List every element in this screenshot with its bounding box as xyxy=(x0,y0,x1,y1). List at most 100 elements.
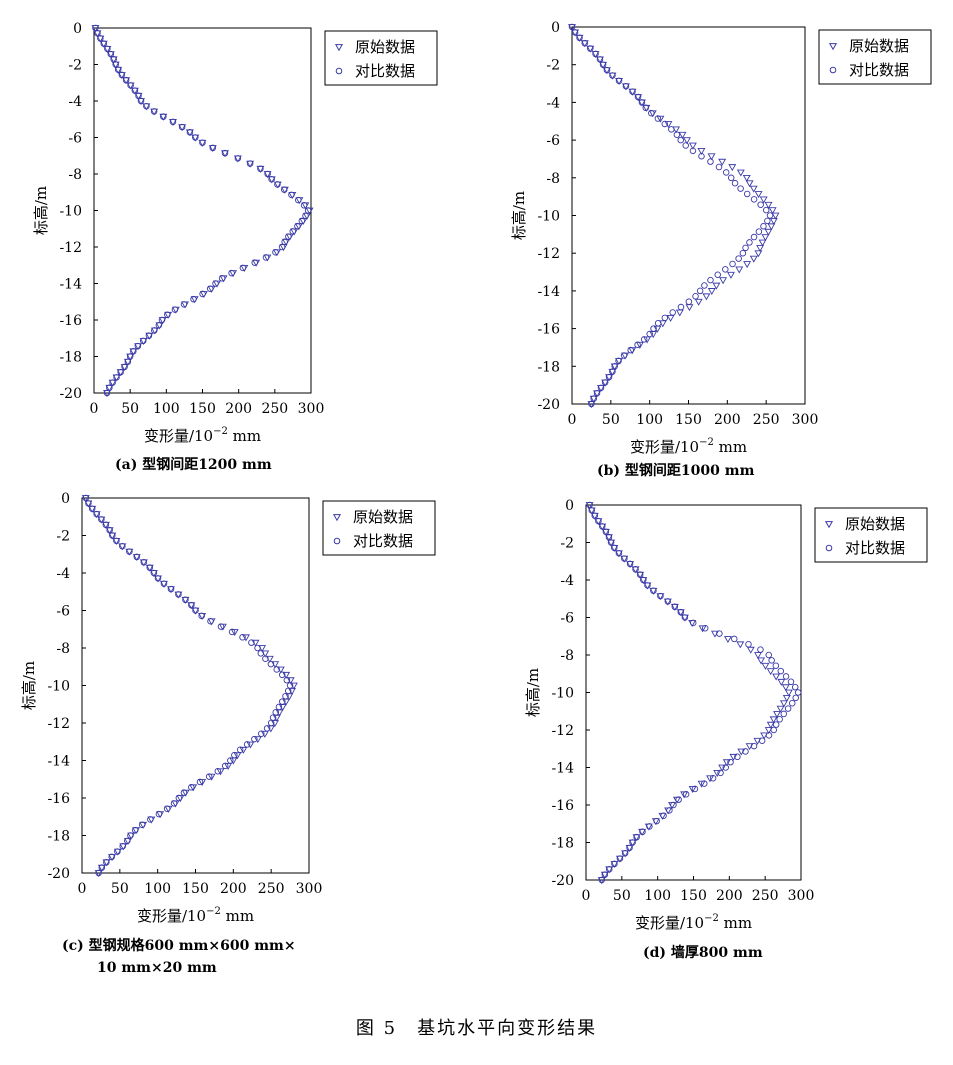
data-point-compare xyxy=(207,617,214,625)
x-tick-label: 0 xyxy=(568,412,577,428)
data-point-compare xyxy=(275,703,283,711)
data-point-compare xyxy=(109,532,116,539)
data-point-compare xyxy=(278,243,286,251)
data-point-compare xyxy=(691,785,699,793)
data-point-compare xyxy=(788,699,796,707)
data-point-compare xyxy=(228,269,235,277)
data-point-compare xyxy=(650,587,657,594)
x-tick-label: 300 xyxy=(788,888,815,904)
data-point-original xyxy=(666,314,675,322)
data-point-original xyxy=(643,336,652,344)
data-point-compare xyxy=(689,147,697,155)
data-point-original xyxy=(718,764,727,772)
data-point-compare xyxy=(206,285,214,292)
y-tick-label: -14 xyxy=(551,761,574,777)
data-point-compare xyxy=(750,233,758,241)
data-point-compare xyxy=(205,773,213,780)
data-point-original xyxy=(712,282,721,290)
x-tick-label: 150 xyxy=(680,888,707,904)
y-tick-label: -20 xyxy=(551,873,574,889)
data-point-compare xyxy=(646,823,653,830)
data-point-compare xyxy=(164,311,171,319)
data-point-original xyxy=(239,746,248,754)
data-point-compare xyxy=(609,72,616,79)
legend-label: 原始数据 xyxy=(353,508,413,526)
data-point-original xyxy=(702,293,711,301)
y-tick-label: -16 xyxy=(551,798,574,814)
data-point-compare xyxy=(607,539,615,546)
data-point-original xyxy=(736,641,745,649)
x-tick-label: 0 xyxy=(90,401,99,417)
data-point-compare xyxy=(677,303,685,311)
y-tick-label: -10 xyxy=(537,209,560,225)
data-point-compare xyxy=(593,389,601,397)
data-point-compare xyxy=(227,757,234,764)
y-tick-label: -20 xyxy=(537,397,560,413)
y-tick-label: -20 xyxy=(59,386,82,402)
data-point-compare xyxy=(138,821,146,829)
data-point-compare xyxy=(294,222,301,230)
y-axis-label: 标高/m xyxy=(510,191,528,240)
y-tick-label: -8 xyxy=(560,648,574,664)
data-point-compare xyxy=(597,384,605,392)
data-point-original xyxy=(253,736,262,744)
data-point-compare xyxy=(729,260,736,268)
y-tick-label: -2 xyxy=(560,536,574,552)
data-point-compare xyxy=(158,316,166,324)
data-point-original xyxy=(749,185,758,193)
data-point-compare xyxy=(722,764,730,771)
data-point-compare xyxy=(103,859,110,866)
data-point-original xyxy=(772,673,781,681)
data-point-compare xyxy=(776,716,783,723)
data-point-compare xyxy=(646,330,653,338)
data-point-compare xyxy=(632,566,639,573)
data-point-original xyxy=(766,668,775,676)
data-point-compare xyxy=(717,769,724,777)
data-point-compare xyxy=(707,276,714,284)
data-point-compare xyxy=(636,571,644,578)
data-point-original xyxy=(757,657,766,665)
data-point-compare xyxy=(595,517,602,525)
data-point-compare xyxy=(155,810,163,818)
data-point-compare xyxy=(160,580,168,587)
data-point-compare xyxy=(113,374,120,381)
data-point-compare xyxy=(598,523,606,530)
data-point-compare xyxy=(648,109,655,117)
data-point-compare xyxy=(218,275,226,282)
data-point-original xyxy=(760,732,769,740)
data-point-original xyxy=(718,158,727,166)
data-point-compare xyxy=(243,741,251,748)
data-point-compare xyxy=(304,207,312,214)
data-point-original xyxy=(270,720,279,728)
data-point-compare xyxy=(278,671,286,679)
data-point-original xyxy=(779,700,788,708)
data-point-compare xyxy=(217,623,225,630)
data-point-original xyxy=(216,768,225,776)
data-point-compare xyxy=(629,839,636,846)
y-tick-label: -6 xyxy=(56,604,70,620)
data-point-compare xyxy=(178,123,186,131)
data-point-compare xyxy=(251,735,258,743)
data-point-original xyxy=(759,196,768,204)
data-point-original xyxy=(764,201,773,209)
y-tick-label: -10 xyxy=(551,686,574,702)
y-tick-label: -12 xyxy=(537,246,560,262)
legend-box xyxy=(814,507,928,563)
y-tick-label: -8 xyxy=(56,641,70,657)
data-point-compare xyxy=(762,206,770,214)
legend-box xyxy=(324,30,438,86)
chart-panel-a: 0 50 100 150 200 250 300 0 -2 -4 -6 -8 -10 -12 -14 -16 -… xyxy=(0,0,470,474)
data-point-original xyxy=(224,763,233,770)
data-point-compare xyxy=(627,346,634,354)
data-point-compare xyxy=(764,217,771,225)
data-point-compare xyxy=(126,353,134,360)
data-point-compare xyxy=(668,126,675,133)
data-point-original xyxy=(777,678,786,686)
x-tick-label: 200 xyxy=(225,401,252,417)
data-point-compare xyxy=(758,737,766,744)
data-point-compare xyxy=(272,709,279,716)
data-point-compare xyxy=(171,306,179,313)
data-point-compare xyxy=(196,778,204,786)
data-point-original xyxy=(754,250,763,258)
x-tick-label: 250 xyxy=(752,888,779,904)
